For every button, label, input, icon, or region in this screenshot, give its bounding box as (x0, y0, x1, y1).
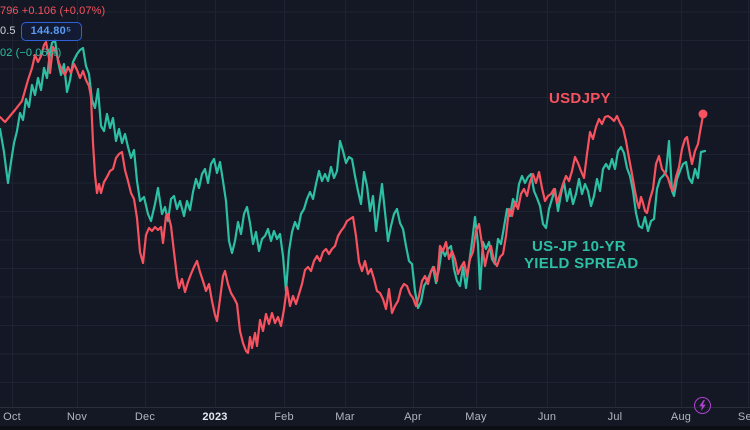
time-axis-label-sep[interactable]: Sep (737, 411, 750, 423)
time-axis-label-aug[interactable]: Aug (670, 411, 692, 423)
yield-spread-text-annotation[interactable]: US-JP 10-YR YIELD SPREAD (524, 238, 639, 272)
yield-spread-annotation-line1: US-JP 10-YR (532, 238, 626, 255)
time-axis-label-nov[interactable]: Nov (66, 411, 88, 423)
legend-spread-change-row[interactable]: 02 (−0.06%) (0, 44, 105, 62)
legend-spread-change-value: 02 (−0.06%) (0, 46, 62, 59)
time-axis-label-may[interactable]: May (465, 411, 487, 423)
time-axis-label-2023[interactable]: 2023 (202, 411, 228, 423)
lightning-icon (699, 400, 706, 411)
time-axis-label-jul[interactable]: Jul (607, 411, 623, 423)
series-line-usdjpy (0, 40, 705, 355)
time-axis-label-dec[interactable]: Dec (134, 411, 156, 423)
time-axis-label-feb[interactable]: Feb (274, 411, 294, 423)
time-axis[interactable]: Oct Nov Dec 2023 Feb Mar Apr May Jun Jul Aug Sep (0, 410, 750, 426)
boost-lightning-button[interactable] (694, 397, 711, 414)
last-price-dot (698, 109, 708, 119)
last-price-badge[interactable]: 144.80⁵ (20, 21, 82, 41)
bottom-edge-strip (0, 426, 750, 430)
time-axis-label-jun[interactable]: Jun (537, 411, 557, 423)
series-line-us-jp-10-yr-yield-spread (0, 38, 707, 310)
legend-price-prefix: 0.5 (0, 24, 16, 37)
yield-spread-annotation-line2: YIELD SPREAD (524, 255, 639, 272)
legend-price-row[interactable]: 0.5 144.80⁵ (0, 21, 105, 41)
chart-legend: 796 +0.106 (+0.07%) 0.5 144.80⁵ 02 (−0.0… (0, 2, 105, 62)
time-axis-label-mar[interactable]: Mar (335, 411, 355, 423)
legend-usdjpy-change-value: 796 +0.106 (+0.07%) (0, 4, 106, 17)
usdjpy-text-annotation[interactable]: USDJPY (549, 90, 611, 107)
time-axis-label-oct[interactable]: Oct (3, 411, 21, 423)
time-axis-label-apr[interactable]: Apr (404, 411, 422, 423)
legend-usdjpy-change-row[interactable]: 796 +0.106 (+0.07%) (0, 2, 105, 20)
time-axis-separator (0, 407, 750, 408)
